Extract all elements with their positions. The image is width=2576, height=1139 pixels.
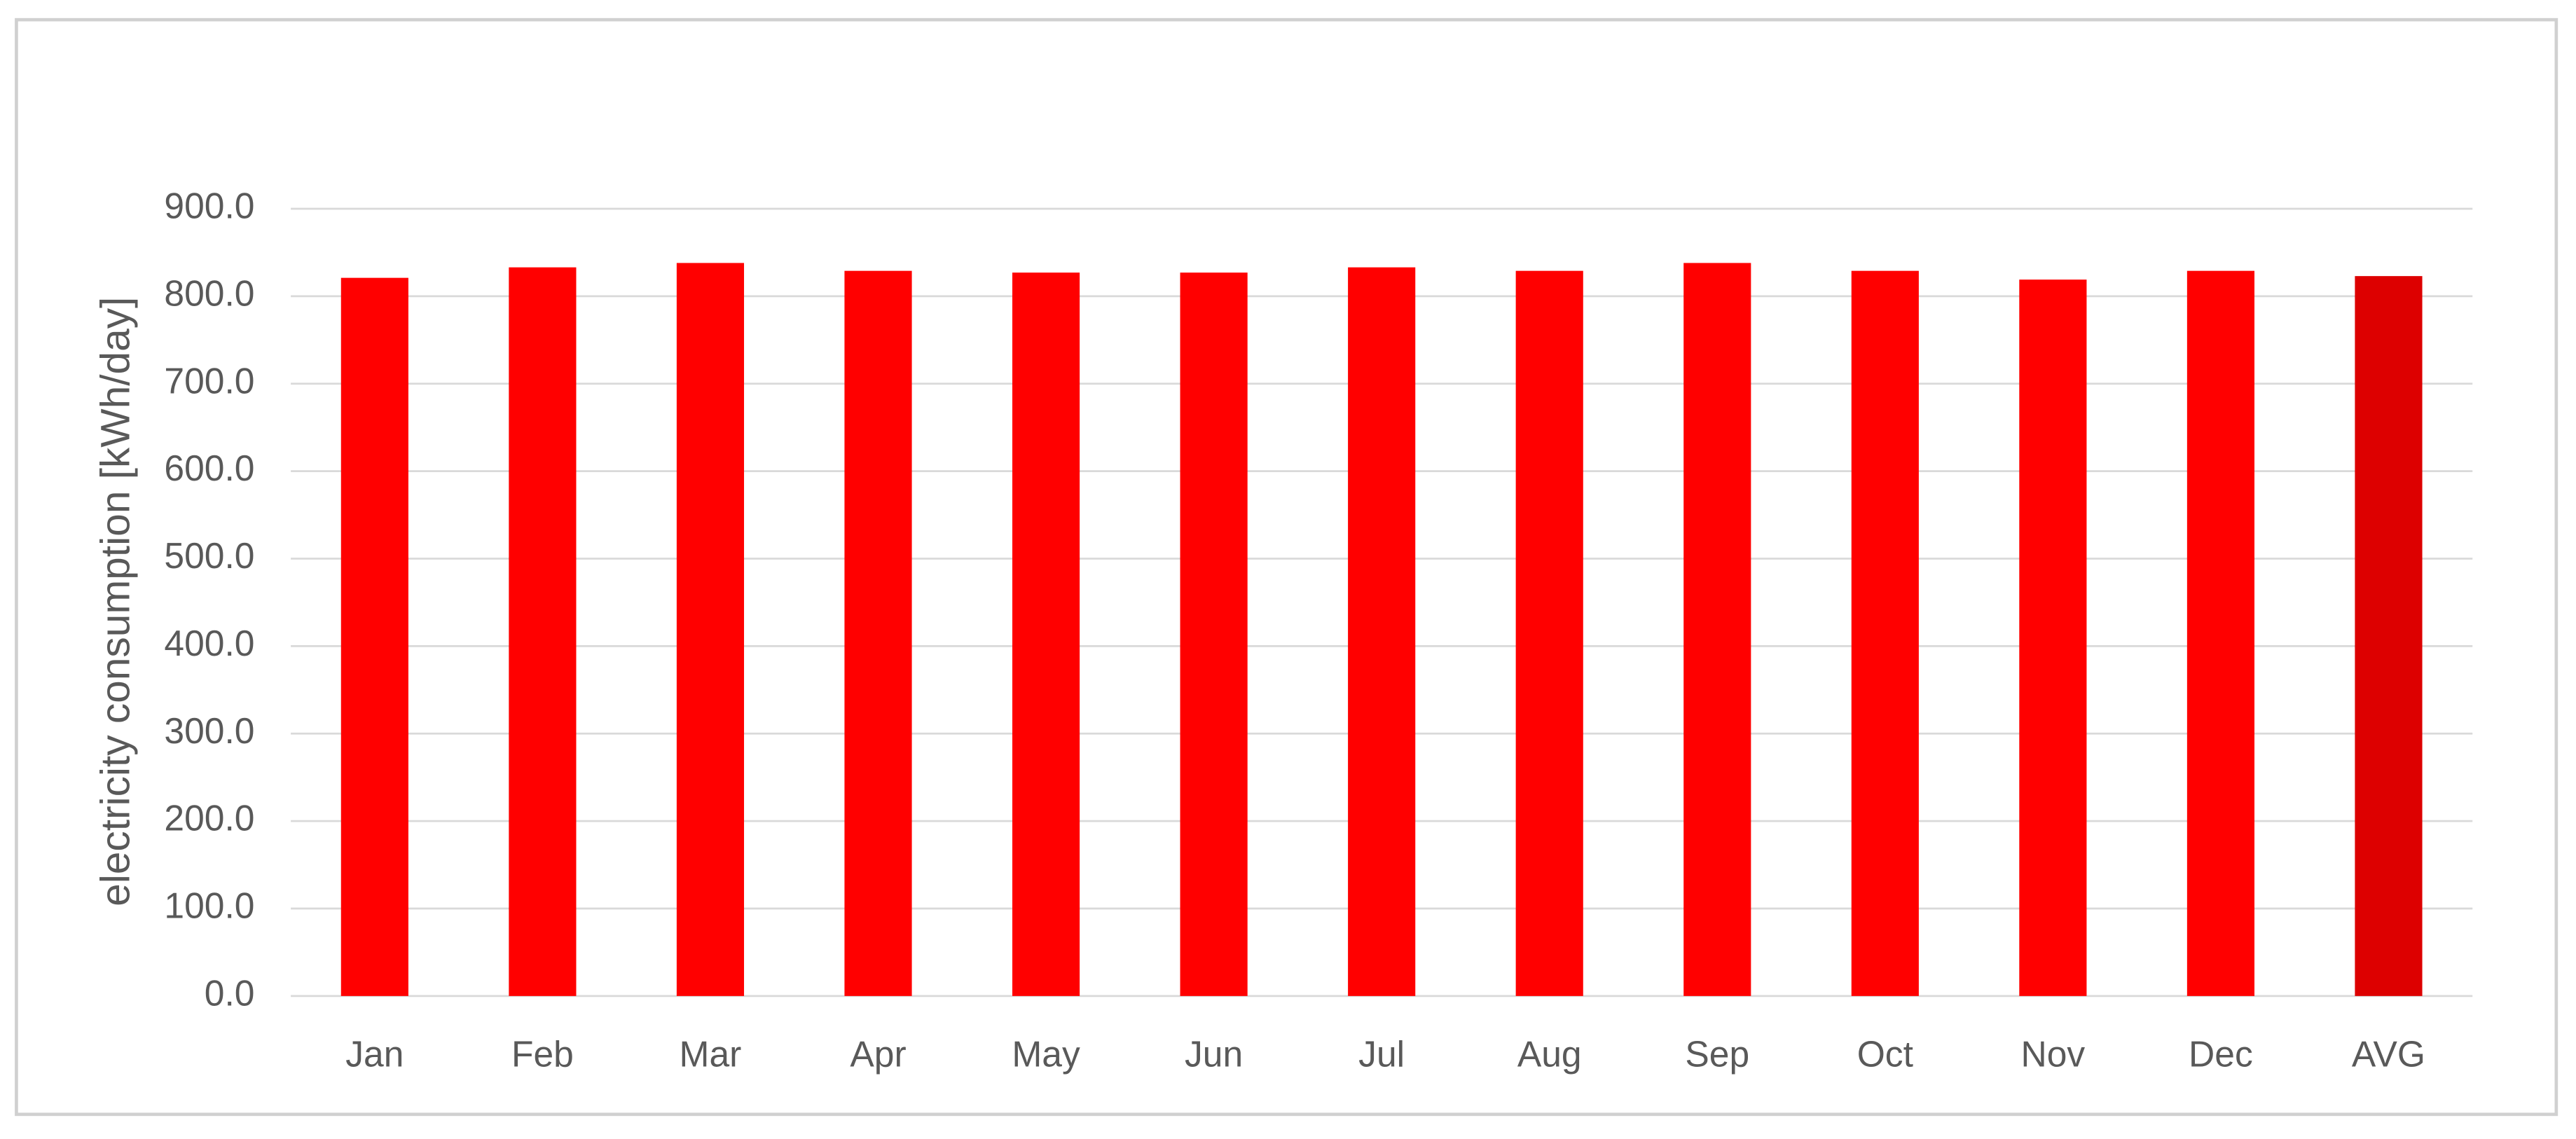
- bar: [509, 267, 577, 996]
- chart-frame: [15, 18, 2558, 1117]
- bar: [676, 263, 745, 996]
- x-tick-label: Aug: [1517, 1033, 1582, 1074]
- x-tick-label: Jul: [1358, 1033, 1405, 1074]
- x-tick-label: Feb: [511, 1033, 574, 1074]
- bar: [1851, 270, 1919, 996]
- x-tick-label: AVG: [2352, 1033, 2425, 1074]
- y-tick-label: 0.0: [205, 972, 255, 1013]
- bar: [1012, 272, 1080, 996]
- y-tick-label: 800.0: [164, 272, 254, 313]
- bar: [1515, 270, 1583, 996]
- x-tick-label: Apr: [850, 1033, 906, 1074]
- y-tick-label: 100.0: [164, 885, 254, 926]
- bar: [1683, 263, 1751, 996]
- x-tick-label: Dec: [2189, 1033, 2253, 1074]
- bar: [844, 270, 912, 996]
- bar: [2186, 270, 2255, 996]
- x-tick-label: Nov: [2021, 1033, 2086, 1074]
- y-tick-label: 700.0: [164, 360, 254, 401]
- y-tick-label: 600.0: [164, 448, 254, 488]
- bar: [340, 277, 408, 996]
- y-tick-label: 900.0: [164, 186, 254, 226]
- x-tick-label: Sep: [1685, 1033, 1749, 1074]
- x-tick-label: May: [1012, 1033, 1080, 1074]
- y-axis-label: electricity consumption [kWh/day]: [92, 297, 138, 906]
- x-tick-label: Oct: [1857, 1033, 1913, 1074]
- bar: [1348, 267, 1416, 996]
- y-tick-label: 400.0: [164, 623, 254, 663]
- bar: [2019, 279, 2087, 996]
- y-tick-label: 200.0: [164, 798, 254, 838]
- y-tick-label: 300.0: [164, 710, 254, 751]
- x-tick-label: Jun: [1185, 1033, 1243, 1074]
- bar: [1180, 272, 1248, 996]
- x-tick-label: Jan: [345, 1033, 404, 1074]
- y-tick-label: 500.0: [164, 535, 254, 576]
- x-tick-label: Mar: [680, 1033, 742, 1074]
- bar: [2355, 276, 2423, 996]
